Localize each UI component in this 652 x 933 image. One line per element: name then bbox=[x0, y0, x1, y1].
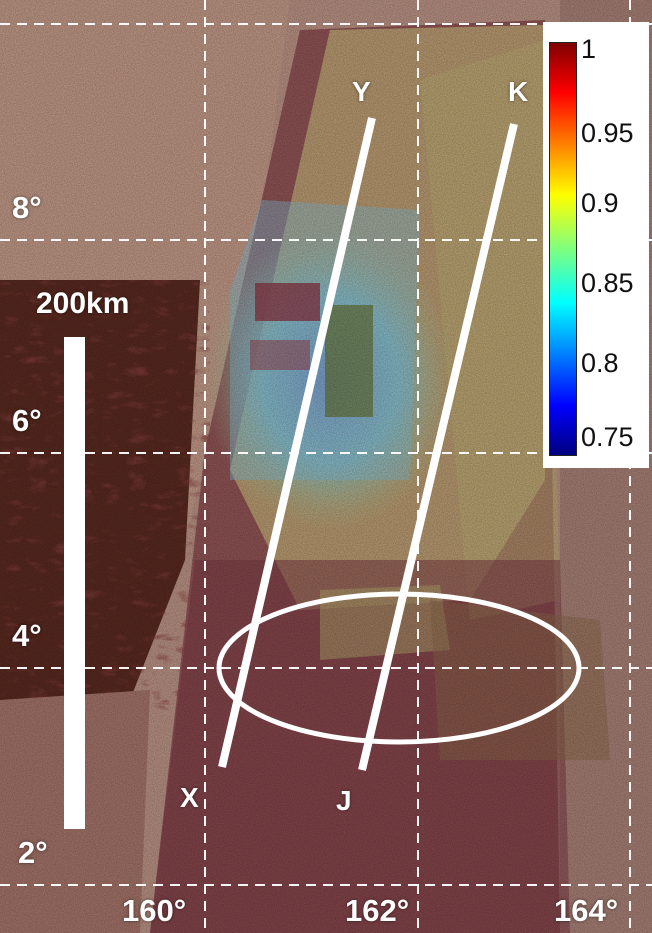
lat-label-8: 8° bbox=[12, 190, 42, 225]
colorbar-tick-0-8: 0.8 bbox=[581, 348, 619, 378]
colorbar-tick-0-85: 0.85 bbox=[581, 268, 634, 298]
lon-label-162: 162° bbox=[345, 893, 410, 928]
profile-label-k: K bbox=[508, 76, 529, 107]
lat-label-6: 6° bbox=[12, 403, 42, 438]
colorbar-tick-0-75: 0.75 bbox=[581, 422, 634, 452]
lon-label-164: 164° bbox=[554, 893, 619, 928]
profile-label-x: X bbox=[180, 782, 199, 813]
lat-label-4: 4° bbox=[12, 618, 42, 653]
scale-bar-label: 200km bbox=[36, 287, 130, 320]
lat-label-2: 2° bbox=[18, 835, 48, 870]
profile-label-y: Y bbox=[352, 76, 371, 107]
profile-line-j-k bbox=[358, 123, 518, 771]
colorbar-tick-0-95: 0.95 bbox=[581, 118, 634, 148]
lon-label-160: 160° bbox=[122, 893, 187, 928]
highlight-ellipse bbox=[216, 591, 582, 745]
profile-label-j: J bbox=[336, 785, 352, 816]
colorbar: 1 0.95 0.9 0.85 0.8 0.75 bbox=[543, 22, 649, 468]
colorbar-tick-1: 1 bbox=[581, 34, 597, 64]
scale-bar bbox=[64, 337, 85, 829]
colorbar-gradient bbox=[549, 42, 577, 456]
colorbar-tick-0-9: 0.9 bbox=[581, 188, 619, 218]
profile-line-x-y bbox=[218, 117, 376, 768]
